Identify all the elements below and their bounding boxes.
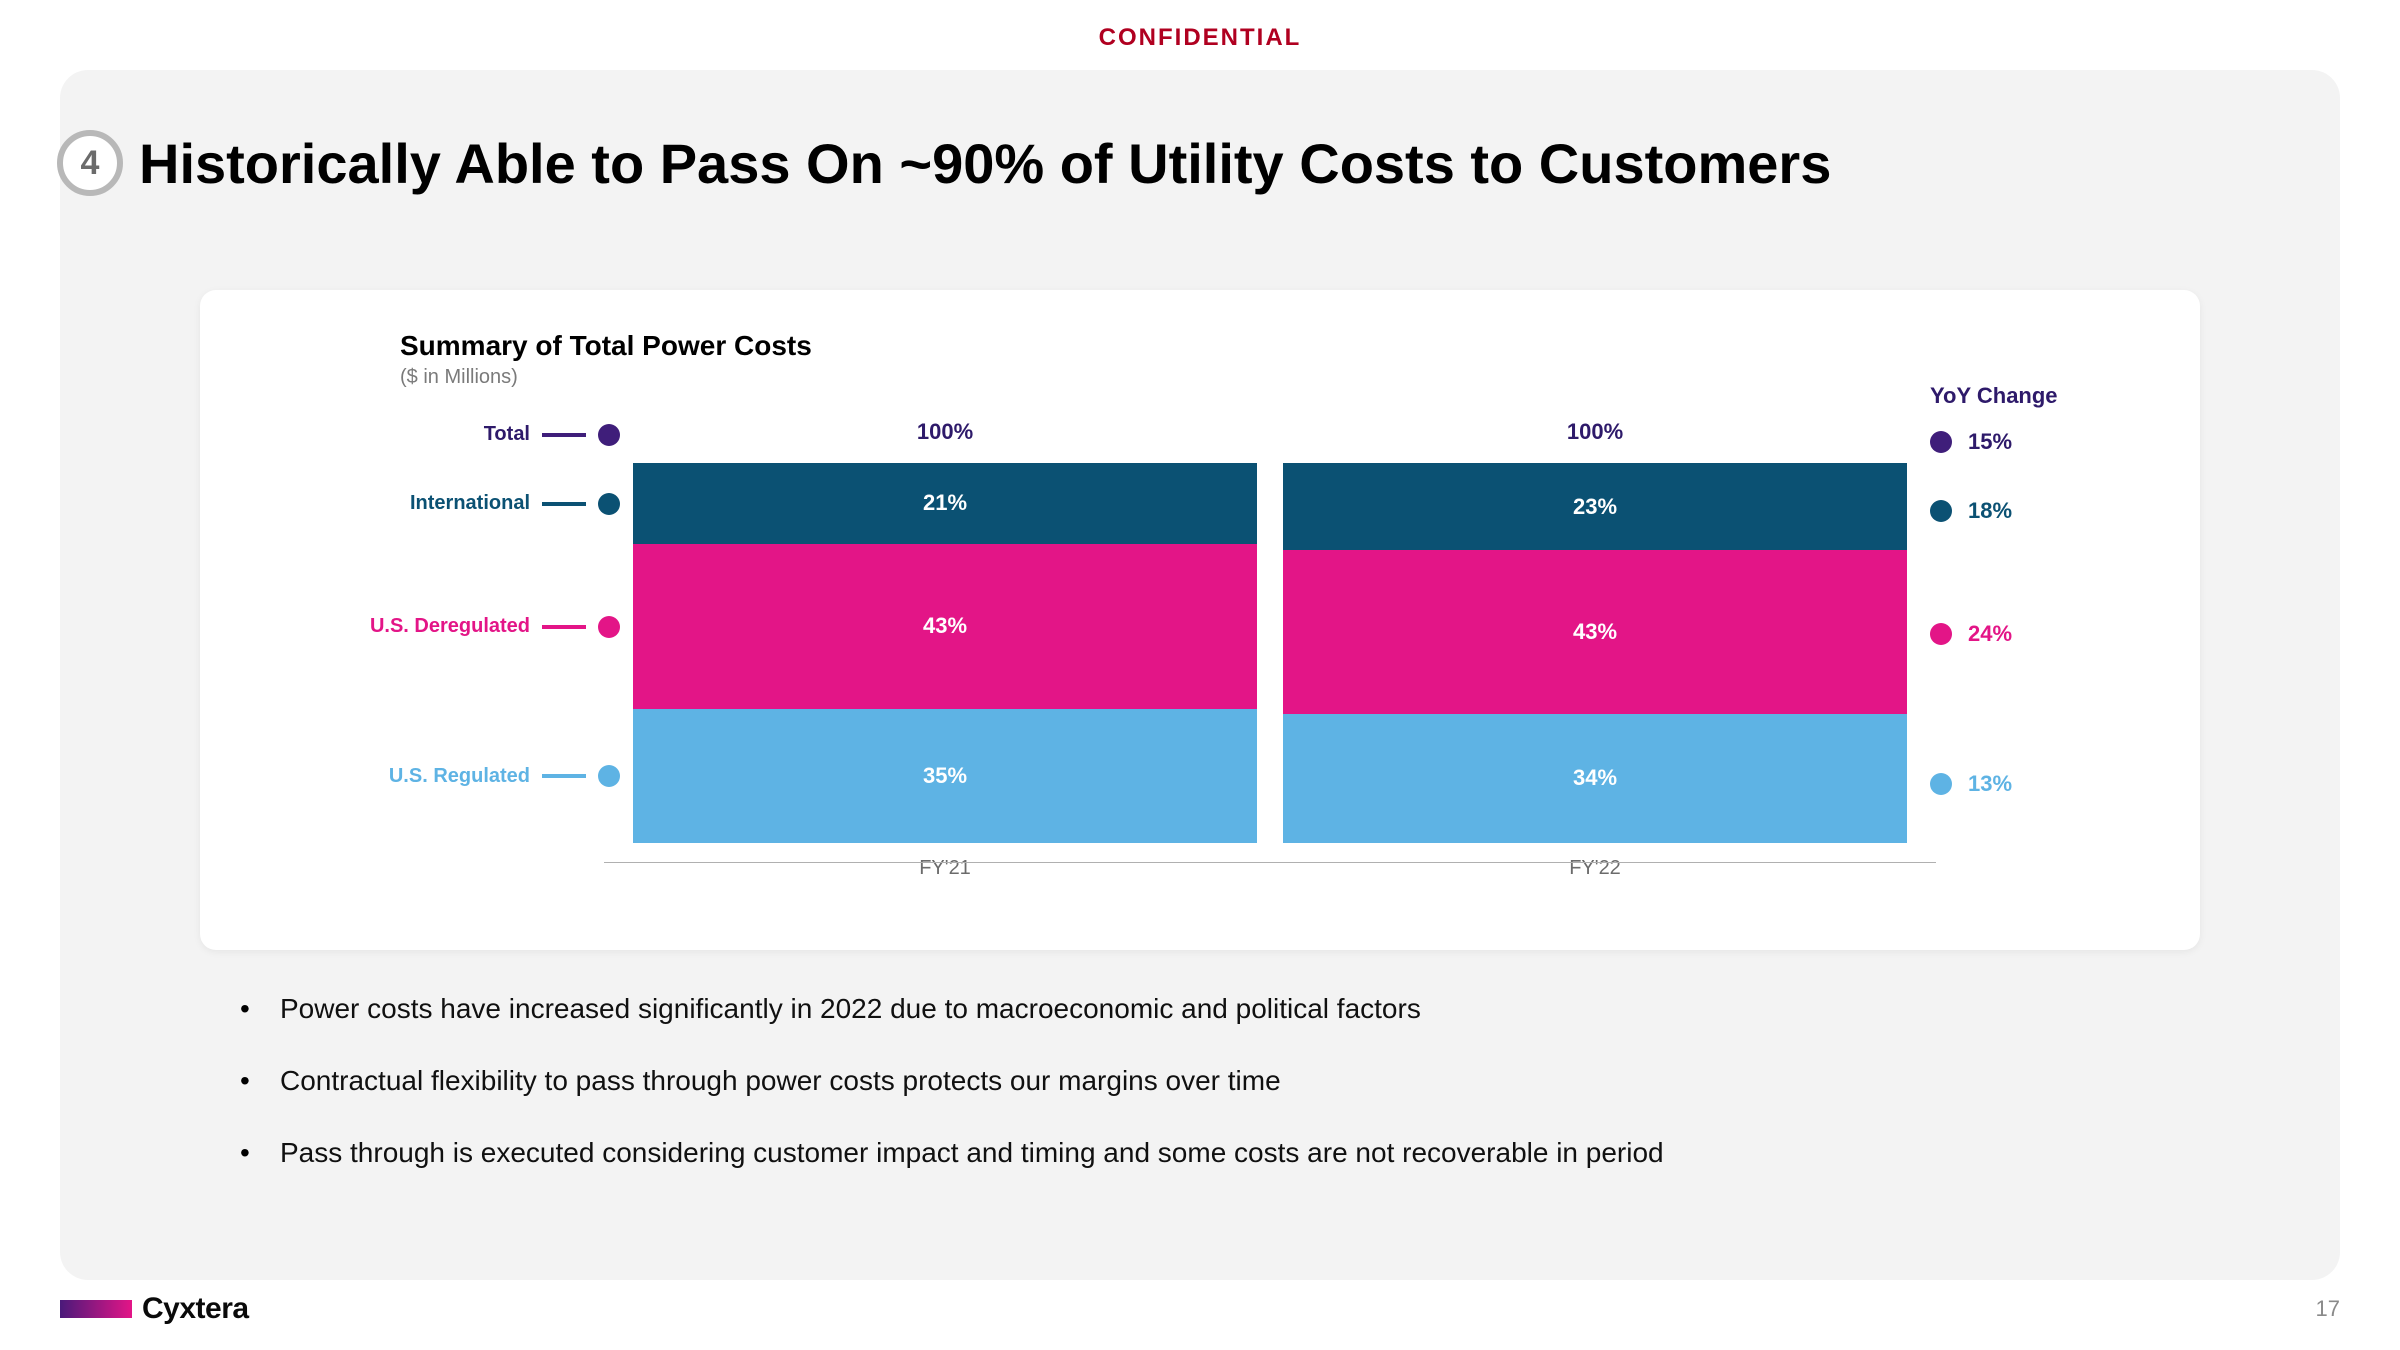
- brand-name: Cyxtera: [142, 1292, 249, 1326]
- legend-connector-icon: [542, 433, 586, 437]
- yoy-column: YoY Change 15%18%24%13%: [1920, 419, 2140, 899]
- yoy-dot-icon: [1930, 500, 1952, 522]
- bars-column: 100%21%43%35%FY'21100%23%43%34%FY'22: [620, 419, 1920, 899]
- legend-connector-icon: [542, 625, 586, 629]
- chart-card: Summary of Total Power Costs ($ in Milli…: [200, 290, 2200, 950]
- legend-connector-icon: [542, 502, 586, 506]
- legend-item-deregulated: U.S. Deregulated: [260, 615, 620, 638]
- bar-segment-deregulated: 43%: [633, 544, 1257, 709]
- yoy-value: 24%: [1968, 621, 2012, 647]
- legend-dot-icon: [598, 493, 620, 515]
- chart-body: Total International U.S. Deregulated U.S. R…: [260, 419, 2140, 899]
- bullet-item: Contractual flexibility to pass through …: [240, 1062, 2160, 1100]
- yoy-dot-icon: [1930, 431, 1952, 453]
- footer: Cyxtera 17: [60, 1292, 2340, 1326]
- yoy-row-regulated: 13%: [1920, 771, 2012, 797]
- legend-item-regulated: U.S. Regulated: [260, 765, 620, 788]
- legend-column: Total International U.S. Deregulated U.S. R…: [260, 419, 620, 899]
- legend-label: Total: [484, 423, 530, 446]
- brand-logo: Cyxtera: [60, 1292, 249, 1326]
- legend-connector-icon: [542, 774, 586, 778]
- legend-label: International: [410, 492, 530, 515]
- yoy-value: 18%: [1968, 498, 2012, 524]
- stacked-bar: 23%43%34%: [1283, 463, 1907, 843]
- brand-logo-bar-icon: [60, 1300, 132, 1318]
- stacked-bar: 21%43%35%: [633, 463, 1257, 843]
- bullet-list: Power costs have increased significantly…: [240, 990, 2160, 1205]
- section-number-badge: 4: [57, 130, 123, 196]
- page-root: CONFIDENTIAL 4 Historically Able to Pass…: [0, 0, 2400, 1350]
- bar-segment-international: 21%: [633, 463, 1257, 544]
- chart-title: Summary of Total Power Costs: [260, 330, 2140, 362]
- legend-dot-icon: [598, 424, 620, 446]
- bar-segment-international: 23%: [1283, 463, 1907, 550]
- yoy-dot-icon: [1930, 623, 1952, 645]
- yoy-row-total: 15%: [1920, 429, 2012, 455]
- bar-slot: 100% 21%43%35% FY'21: [633, 419, 1257, 899]
- bar-slot: 100% 23%43%34% FY'22: [1283, 419, 1907, 899]
- legend-label: U.S. Deregulated: [370, 615, 530, 638]
- bar-segment-deregulated: 43%: [1283, 550, 1907, 713]
- yoy-value: 15%: [1968, 429, 2012, 455]
- bar-total-label: 100%: [1567, 419, 1623, 449]
- page-number: 17: [2316, 1296, 2340, 1322]
- title-row: 4 Historically Able to Pass On ~90% of U…: [60, 130, 2340, 196]
- yoy-dot-icon: [1930, 773, 1952, 795]
- x-axis-line: [604, 862, 1936, 863]
- section-number: 4: [81, 144, 100, 183]
- bar-total-label: 100%: [917, 419, 973, 449]
- yoy-header: YoY Change: [1920, 383, 2140, 409]
- yoy-value: 13%: [1968, 771, 2012, 797]
- confidential-banner: CONFIDENTIAL: [0, 24, 2400, 52]
- bar-segment-regulated: 34%: [1283, 714, 1907, 843]
- bullet-item: Pass through is executed considering cus…: [240, 1134, 2160, 1172]
- legend-dot-icon: [598, 616, 620, 638]
- yoy-row-deregulated: 24%: [1920, 621, 2012, 647]
- confidential-text: CONFIDENTIAL: [1099, 24, 1302, 51]
- x-axis-category-label: FY'22: [1569, 857, 1621, 880]
- yoy-row-international: 18%: [1920, 498, 2012, 524]
- x-axis-category-label: FY'21: [919, 857, 971, 880]
- page-title: Historically Able to Pass On ~90% of Uti…: [139, 131, 1831, 196]
- chart-subtitle: ($ in Millions): [260, 366, 2140, 389]
- bar-segment-regulated: 35%: [633, 709, 1257, 843]
- bullet-item: Power costs have increased significantly…: [240, 990, 2160, 1028]
- slide-card: 4 Historically Able to Pass On ~90% of U…: [60, 70, 2340, 1280]
- legend-item-total: Total: [260, 423, 620, 446]
- legend-dot-icon: [598, 765, 620, 787]
- legend-label: U.S. Regulated: [389, 765, 530, 788]
- legend-item-international: International: [260, 492, 620, 515]
